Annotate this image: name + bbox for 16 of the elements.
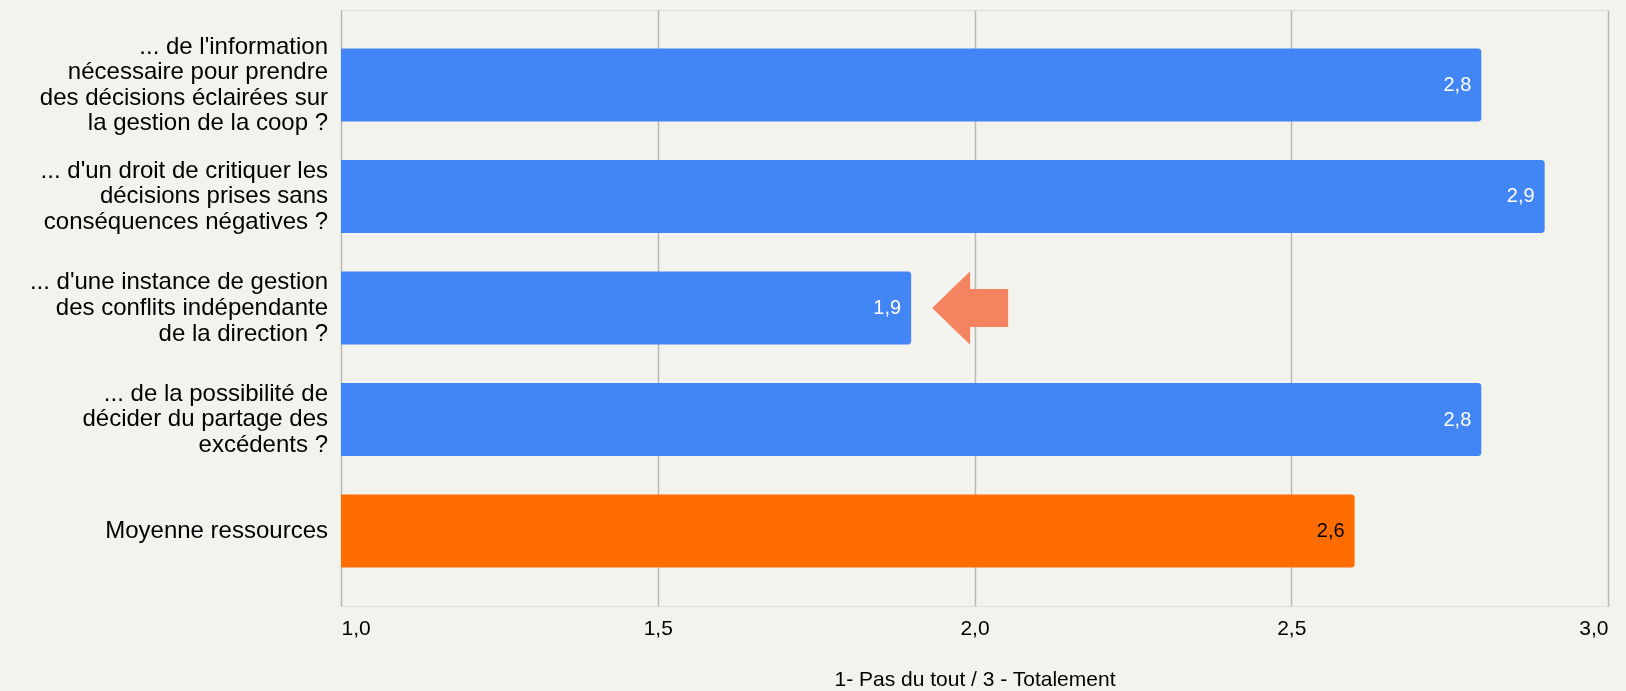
data-label: 1,9 (873, 296, 902, 318)
data-label: 2,6 (1316, 519, 1345, 542)
y-tick-label: Moyenne ressources (105, 516, 328, 544)
y-tick-label: ... de la possibilité de décider du partage des excédents ? (82, 378, 328, 458)
y-tick-label: ... d'un droit de critiquer les décisions prises sans conséquences négatives ? (40, 155, 328, 235)
x-tick-label: 1,5 (643, 615, 673, 639)
x-axis-title: 1- Pas du tout / 3 - Totalement (834, 666, 1116, 690)
x-tick-label: 2,5 (1277, 615, 1307, 639)
data-label: 2,8 (1443, 72, 1472, 95)
x-tick-label: 2,0 (960, 615, 990, 639)
data-label: 2,8 (1443, 407, 1472, 430)
y-tick-label: ... d'une instance de gestion des conflits indépendante de la direction ? (29, 267, 328, 346)
x-tick-label: 1,0 (341, 615, 371, 639)
x-tick-label: 3,0 (1579, 615, 1609, 639)
data-label: 2,9 (1506, 184, 1535, 207)
y-tick-label: ... de l'information nécessaire pour prendre des décisions éclairées sur la gestion de la coop ? (39, 31, 329, 136)
